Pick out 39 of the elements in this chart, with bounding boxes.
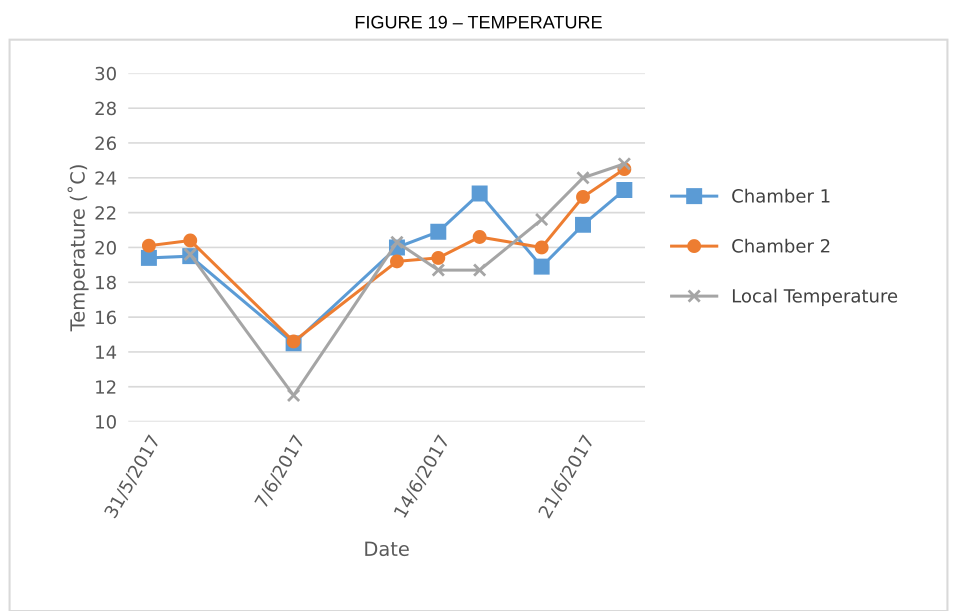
point: [616, 182, 632, 198]
y-tick-label: 10: [96, 415, 116, 429]
point: [390, 235, 404, 250]
point: [576, 190, 590, 204]
point: [472, 230, 487, 244]
point: [142, 238, 156, 253]
point: [534, 258, 550, 275]
point: [472, 185, 488, 202]
point: [140, 250, 157, 266]
y-tick-label: 16: [96, 310, 116, 324]
legend-label: Local Temperature: [732, 288, 898, 306]
point: [617, 156, 632, 171]
point: [575, 216, 591, 233]
point: [534, 240, 549, 254]
point: [576, 170, 590, 185]
y-tick-label: 12: [96, 380, 116, 394]
x-axis-title: Date: [365, 542, 409, 556]
point: [183, 234, 198, 248]
point: [431, 250, 446, 265]
y-tick-label: 28: [95, 102, 116, 116]
point: [472, 263, 487, 278]
y-tick-label: 22: [95, 206, 116, 220]
y-tick-label: 14: [96, 346, 116, 359]
point: [430, 224, 446, 240]
legend-label: Chamber 1: [732, 188, 830, 203]
y-tick-label: 20: [95, 240, 116, 255]
point: [286, 388, 301, 402]
y-tick-label: 24: [95, 171, 116, 185]
y-tick-label: 26: [95, 136, 116, 150]
point: [431, 263, 446, 278]
y-axis-title: Temperature (˚C): [67, 165, 89, 332]
point: [286, 334, 301, 348]
point: [183, 247, 198, 262]
legend-label: Chamber 2: [732, 238, 830, 253]
point: [390, 254, 404, 268]
y-tick-label: 30: [96, 66, 116, 80]
y-tick-label: 18: [96, 276, 116, 290]
point: [534, 212, 549, 227]
chart-title: FIGURE 19 – TEMPERATURE: [356, 16, 602, 29]
